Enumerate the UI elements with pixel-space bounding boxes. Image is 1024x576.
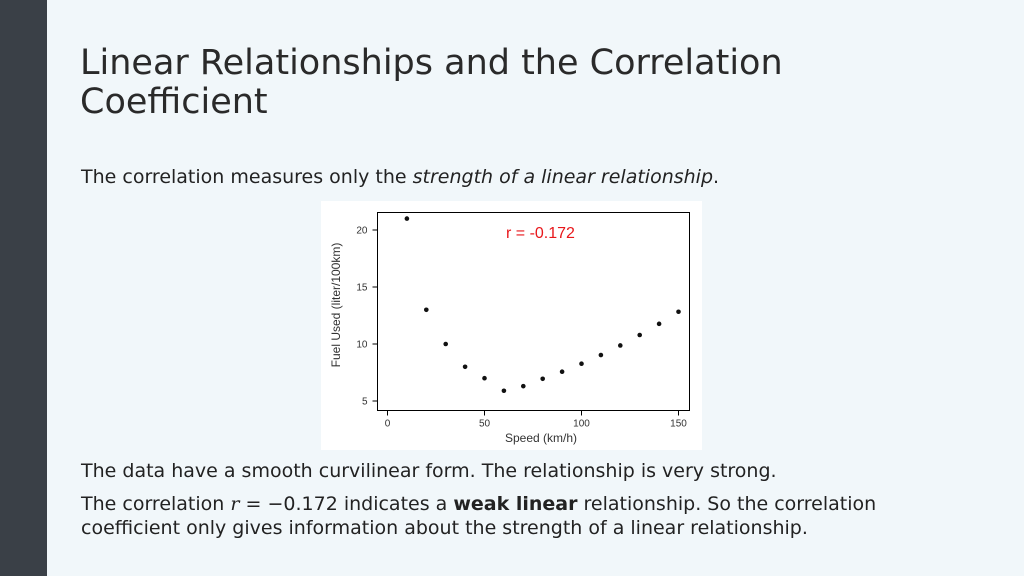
data-point — [462, 364, 468, 370]
data-point — [404, 216, 410, 221]
intro-prefix: The correlation measures only the — [81, 166, 413, 188]
body-line-2: The correlation r = −0.172 indicates a w… — [81, 492, 941, 540]
chart-svg: 0 50 100 150 5 10 15 20 r = -0.172 Speed (km/h… — [329, 212, 690, 445]
body2-bold: weak linear — [453, 493, 578, 515]
data-point — [521, 383, 526, 389]
intro-suffix: . — [713, 166, 720, 188]
x-tick-label: 100 — [573, 419, 590, 430]
data-point — [618, 343, 623, 348]
plot-frame — [377, 212, 690, 411]
data-point — [559, 369, 565, 375]
data-point — [540, 376, 545, 382]
correlation-annotation: r = -0.172 — [506, 225, 575, 242]
y-axis-label: Fuel Used (liter/100km) — [329, 243, 343, 368]
data-point — [443, 341, 448, 347]
x-tick-label: 0 — [385, 419, 391, 430]
body-line-1: The data have a smooth curvilinear form.… — [81, 460, 777, 482]
body2-value: = −0.172 indicates a — [239, 493, 454, 515]
data-point — [501, 388, 507, 394]
math-variable-r: r — [230, 493, 240, 515]
data-point — [637, 332, 642, 338]
data-point — [676, 309, 681, 315]
y-tick-label: 15 — [356, 283, 368, 294]
y-tick-label: 5 — [362, 397, 368, 408]
intro-text: The correlation measures only the streng… — [81, 165, 719, 189]
body2-prefix: The correlation — [81, 493, 231, 515]
slide-title: Linear Relationships and the Correlation… — [80, 43, 783, 122]
body2-suffix: relationship. So the correlation coeffic… — [81, 493, 877, 539]
data-point — [579, 361, 584, 367]
scatter-chart: 0 50 100 150 5 10 15 20 r = -0.172 Speed (km/h… — [321, 201, 702, 450]
y-tick-label: 20 — [356, 226, 368, 237]
intro-emphasis: strength of a linear relationship — [412, 166, 714, 188]
data-point — [482, 375, 487, 381]
data-point — [424, 307, 429, 313]
data-point — [656, 321, 662, 327]
x-tick-label: 50 — [479, 419, 491, 430]
x-tick-label: 150 — [670, 419, 687, 430]
x-axis-label: Speed (km/h) — [505, 431, 577, 445]
y-tick-label: 10 — [356, 340, 368, 351]
data-point — [598, 352, 604, 358]
left-accent-bar — [0, 0, 47, 576]
